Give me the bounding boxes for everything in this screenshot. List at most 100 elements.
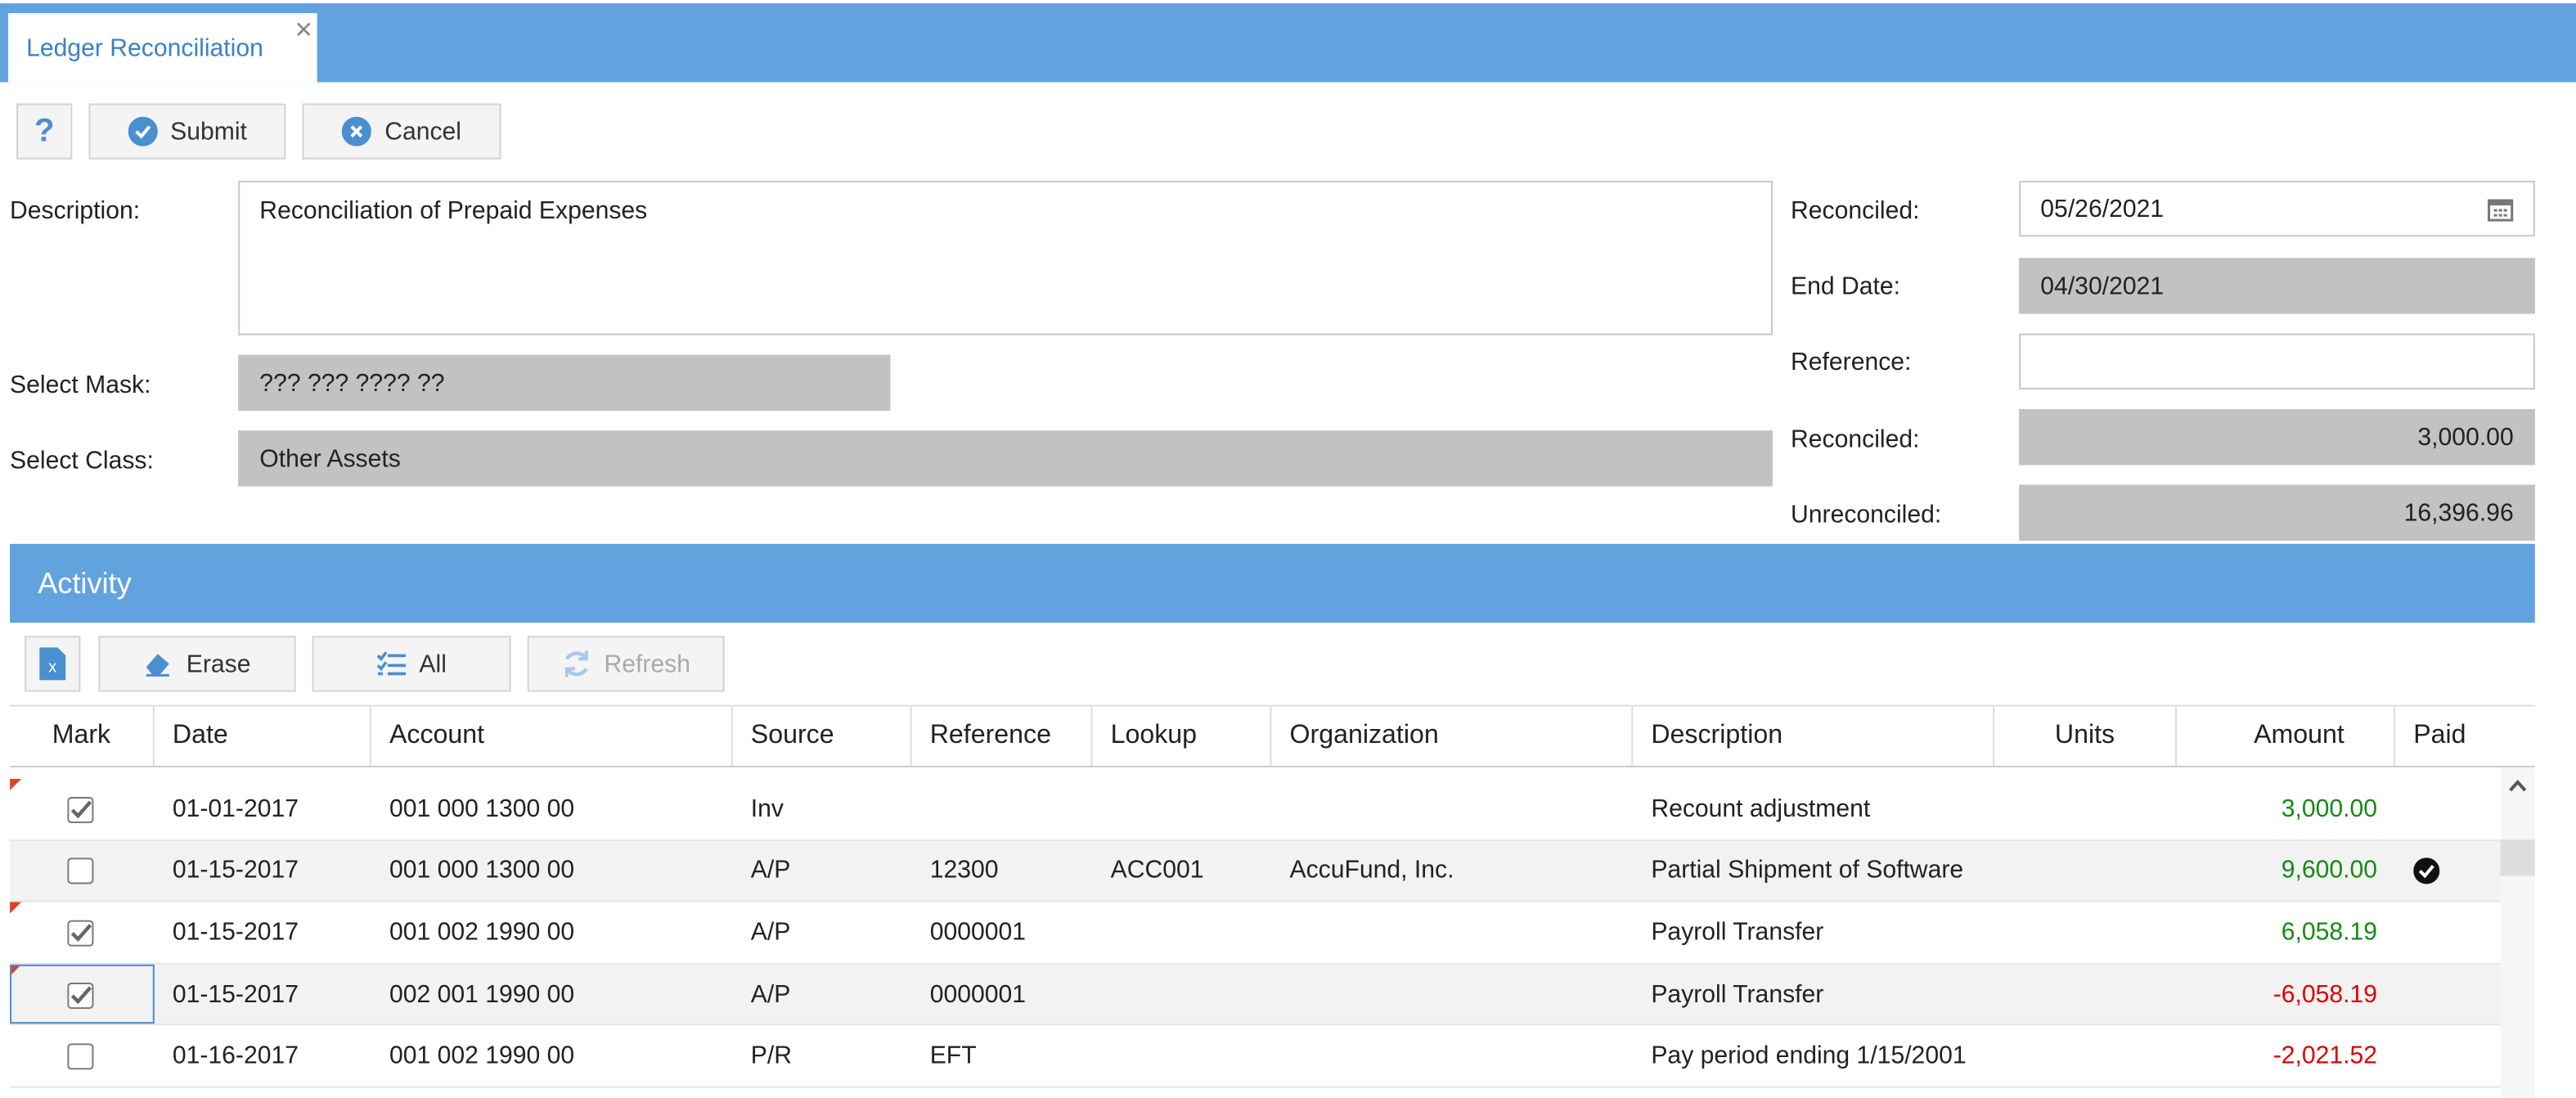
field-label: End Date: xyxy=(1791,272,1901,300)
scroll-thumb[interactable] xyxy=(2500,839,2535,876)
cell-text: 002 001 1990 00 xyxy=(389,980,575,1009)
erase-button[interactable]: Erase xyxy=(98,636,296,692)
column-header: Lookup xyxy=(1093,706,1272,766)
submit-label: Submit xyxy=(170,117,247,146)
checkbox[interactable] xyxy=(67,1043,94,1070)
date-input[interactable]: 05/26/2021 xyxy=(2019,180,2535,237)
field-value: ??? ??? ???? ?? xyxy=(259,368,445,398)
cancel-icon xyxy=(342,116,372,146)
column-header: Paid xyxy=(2413,721,2466,749)
column-header: Amount xyxy=(2177,706,2396,766)
cell-text: A/P xyxy=(750,918,791,947)
help-button[interactable]: ? xyxy=(16,103,73,160)
cell-text: 3,000.00 xyxy=(2281,794,2378,823)
help-label: ? xyxy=(34,112,55,149)
cell-text: 001 002 1990 00 xyxy=(389,918,575,947)
calendar-icon[interactable] xyxy=(2488,196,2514,222)
cell-text: 12300 xyxy=(929,857,999,885)
field-label: Description: xyxy=(10,196,141,225)
cell-text: ACC001 xyxy=(1110,857,1204,885)
erase-label: Erase xyxy=(186,650,251,678)
all-label: All xyxy=(419,650,447,678)
field-value: 05/26/2021 xyxy=(2040,194,2165,223)
refresh-label: Refresh xyxy=(604,650,691,678)
tab[interactable]: Ledger Reconciliation ✕ xyxy=(8,13,317,83)
changed-flag xyxy=(10,902,22,914)
all-button[interactable]: All xyxy=(312,636,511,692)
field-label: Reference: xyxy=(1791,347,1912,376)
column-header: Date xyxy=(155,706,371,766)
field-label: Select Mask: xyxy=(10,370,151,399)
submit-button[interactable]: Submit xyxy=(88,103,286,160)
tab-title: Ledger Reconciliation xyxy=(26,34,263,62)
cell-text: 01-01-2017 xyxy=(172,794,299,823)
checkbox[interactable] xyxy=(67,920,94,947)
column-header: Description xyxy=(1633,706,1995,766)
field-value: Other Assets xyxy=(259,444,401,473)
data-grid: Mark Date Account Source Reference Lookup Orga… xyxy=(10,704,2535,1098)
cell-text: Recount adjustment xyxy=(1651,794,1871,823)
table-row[interactable]: 01-01-2017 001 000 1300 00 Inv Recount adju… xyxy=(10,778,2501,841)
close-icon[interactable]: ✕ xyxy=(294,16,314,43)
cell-text: 6,058.19 xyxy=(2281,918,2378,947)
table-row[interactable]: 01-15-2017 001 000 1300 00 A/P 12300 ACC001 A… xyxy=(10,840,2501,902)
cell-text: 01-15-2017 xyxy=(172,857,299,885)
mask-input: ??? ??? ???? ?? xyxy=(238,354,891,412)
refresh-icon xyxy=(564,650,588,677)
header-border xyxy=(10,765,2535,767)
table-row[interactable]: 01-15-2017 002 001 1990 00 A/P 0000001 Payro… xyxy=(10,964,2501,1026)
unreconciled-input: 16,396.96 xyxy=(2019,484,2535,541)
paid-icon xyxy=(2413,858,2440,885)
checkbox[interactable] xyxy=(67,796,94,823)
field-value: 04/30/2021 xyxy=(2040,272,2165,300)
excel-icon: x xyxy=(39,647,66,681)
cell-text: 0000001 xyxy=(929,980,1026,1009)
cell-text: -2,021.52 xyxy=(2273,1042,2378,1070)
cell-text: 9,600.00 xyxy=(2281,857,2378,885)
column-header: Reference xyxy=(912,706,1093,766)
description-input[interactable]: Reconciliation of Prepaid Expenses xyxy=(238,180,1773,335)
cell-text: 01-16-2017 xyxy=(172,1042,299,1070)
field-label: Reconciled: xyxy=(1791,425,1920,453)
cell-text: Inv xyxy=(750,794,784,823)
cell-text: Partial Shipment of Software xyxy=(1651,857,1964,885)
field-label: Unreconciled: xyxy=(1791,500,1942,529)
cell-text: Pay period ending 1/15/2001 xyxy=(1651,1042,1967,1070)
end-date-input: 04/30/2021 xyxy=(2019,258,2535,314)
reference-input[interactable] xyxy=(2019,333,2535,389)
cell-text: 001 000 1300 00 xyxy=(389,857,575,885)
scroll-up[interactable] xyxy=(2501,774,2535,797)
check-icon xyxy=(127,116,158,146)
column-header: Units xyxy=(1994,706,2177,766)
reconciled-input: 3,000.00 xyxy=(2019,409,2535,466)
cancel-button[interactable]: Cancel xyxy=(302,103,501,160)
cell-text: 01-15-2017 xyxy=(172,980,299,1009)
section-title: Activity xyxy=(38,565,132,600)
svg-text:x: x xyxy=(48,658,56,676)
export-button[interactable]: x xyxy=(25,636,81,692)
refresh-button: Refresh xyxy=(527,636,725,692)
cell-focus xyxy=(10,964,155,1024)
cell-text: Payroll Transfer xyxy=(1651,918,1824,947)
scrollbar[interactable] xyxy=(2500,767,2535,1098)
cell-text: -6,058.19 xyxy=(2273,980,2378,1009)
changed-flag xyxy=(10,964,22,976)
cell-text: AccuFund, Inc. xyxy=(1289,857,1454,885)
cell-text: 001 002 1990 00 xyxy=(389,1042,575,1070)
field-value: 3,000.00 xyxy=(2417,423,2514,452)
cell-text: P/R xyxy=(750,1042,793,1070)
checkbox[interactable] xyxy=(67,858,94,885)
column-header: Organization xyxy=(1271,706,1634,766)
table-row[interactable]: 01-16-2017 001 002 1990 00 P/R EFT Pay perio… xyxy=(10,1025,2501,1088)
checkbox[interactable] xyxy=(67,982,94,1009)
field-value: 16,396.96 xyxy=(2403,498,2514,527)
list-icon xyxy=(376,651,407,676)
section-header: Activity xyxy=(10,543,2535,623)
table-row[interactable]: 01-15-2017 001 002 1990 00 A/P 0000001 Payro… xyxy=(10,902,2501,965)
cell-text: 0000001 xyxy=(929,918,1026,947)
column-header: Mark xyxy=(10,706,155,766)
changed-flag xyxy=(10,778,22,790)
column-header: Source xyxy=(733,706,912,766)
cell-text: EFT xyxy=(929,1042,977,1070)
